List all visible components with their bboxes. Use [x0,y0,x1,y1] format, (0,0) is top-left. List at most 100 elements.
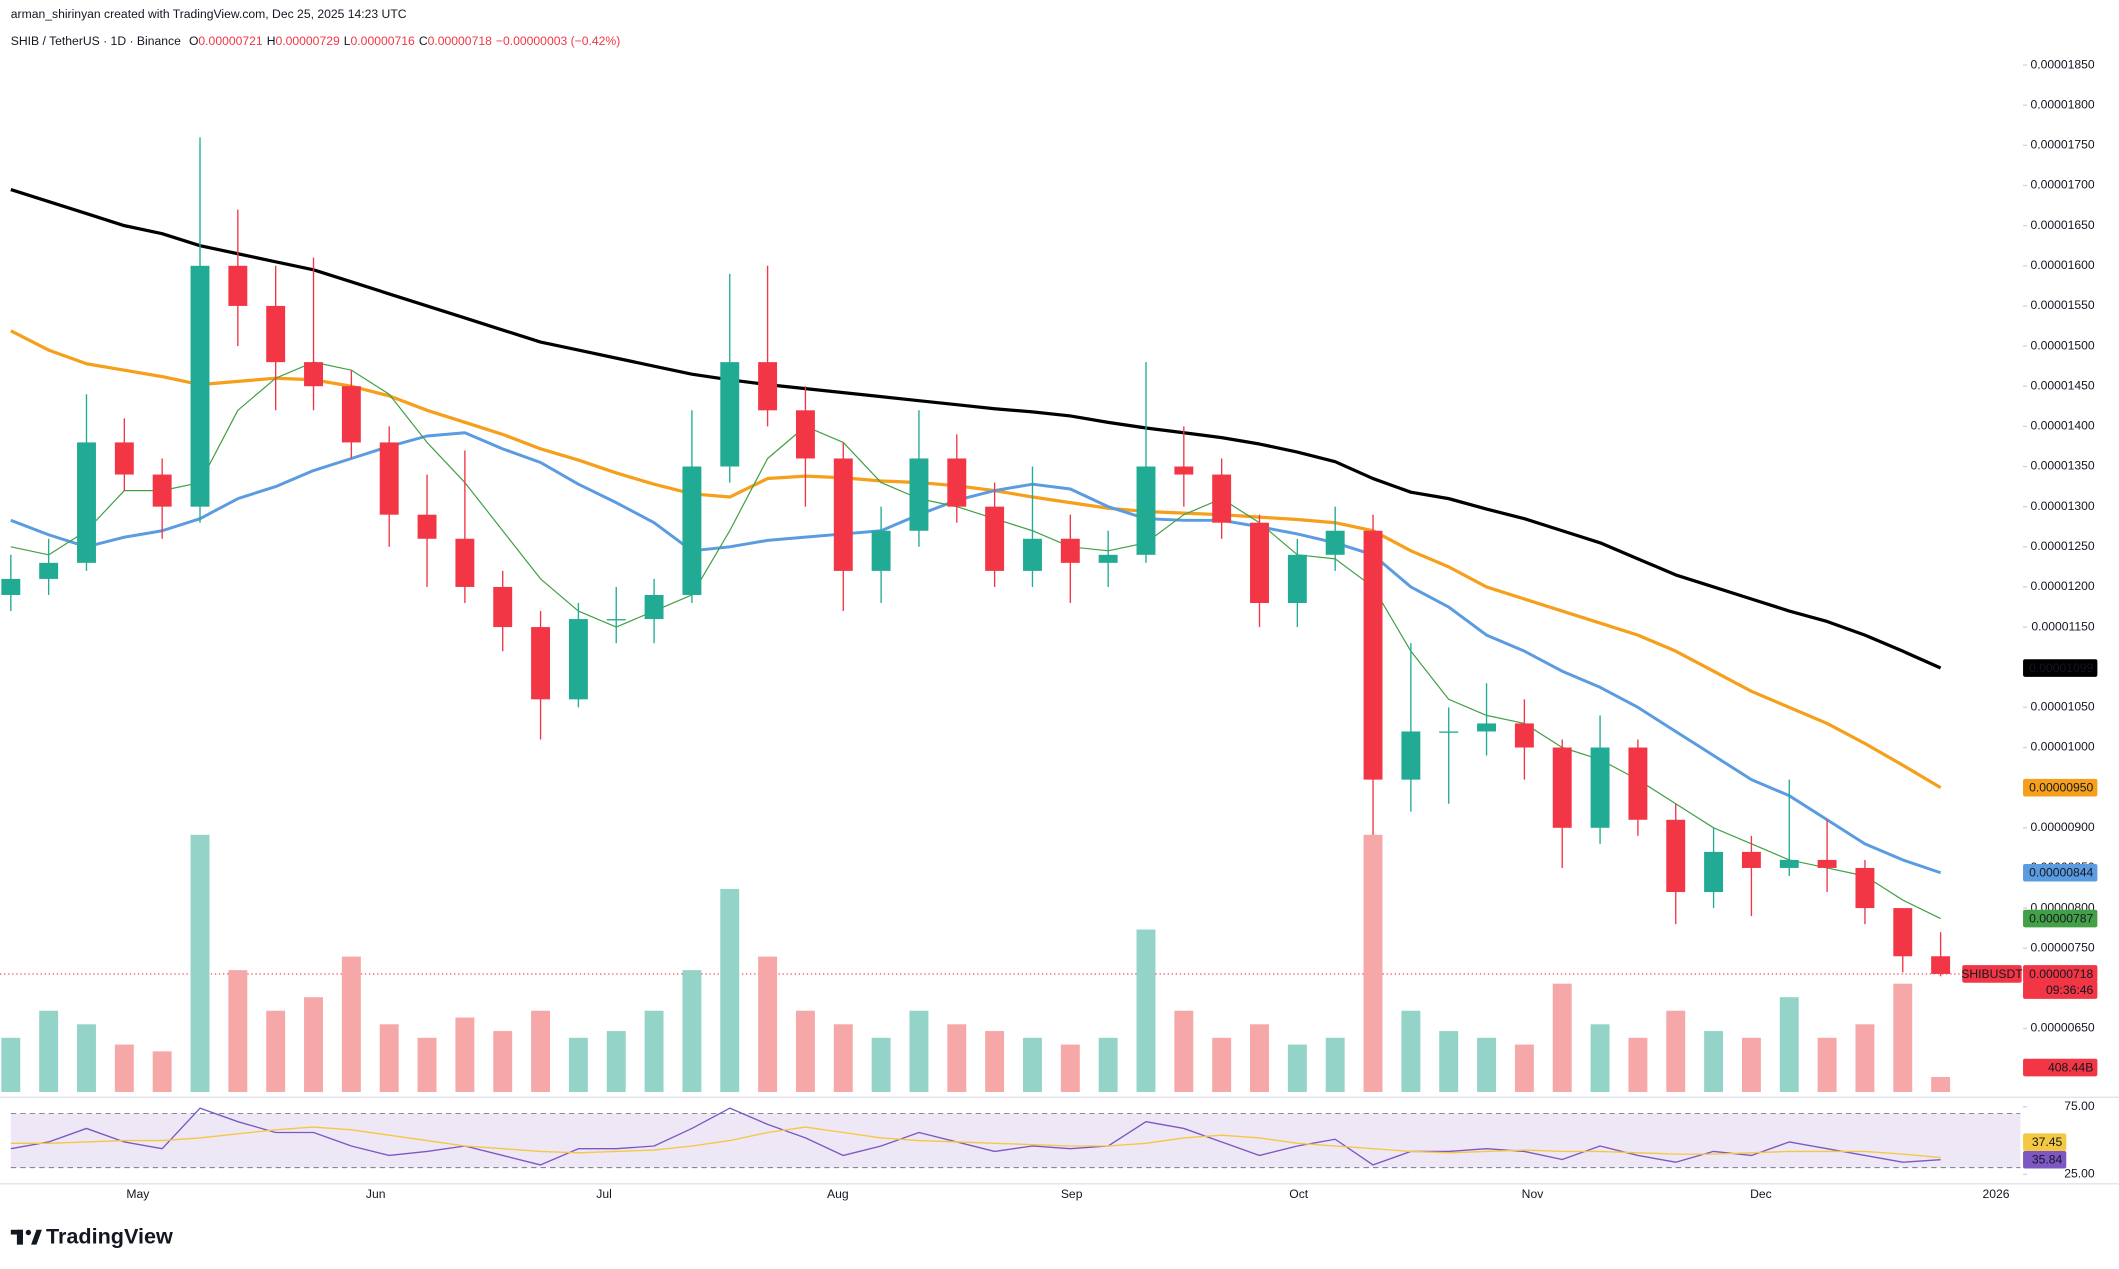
volume-label: 408.44B [2048,1060,2093,1074]
x-tick-label: Sep [1061,1187,1083,1201]
y-tick-label: 0.00000900 [2030,820,2094,834]
candle-body [1250,522,1269,603]
y-tick-label: 0.00001000 [2030,740,2094,754]
moving-average [10,361,1941,920]
volume-bar [1363,834,1383,1092]
candle-body [1817,859,1837,868]
y-tick-label: 0.00001050 [2030,700,2094,714]
candle-body [1439,731,1459,733]
volume-bar [1023,1037,1042,1092]
rsi-value-label-box [2023,1150,2067,1169]
volume-bar [644,1010,664,1092]
volume-bar [114,1044,134,1092]
last-value-label: 0.00000950 [2029,781,2093,795]
candle-body [1741,851,1761,868]
candle-body [1779,859,1799,868]
candle-body [1,578,21,595]
volume-bar [190,834,210,1092]
volume-bar [720,888,740,1092]
x-tick-label: Aug [827,1187,849,1201]
candle-body [682,466,702,595]
candle-body [379,442,399,515]
y-tick-label: 0.00001750 [2030,138,2094,152]
y-tick-label: 0.00000650 [2030,1021,2094,1035]
candle-body [1023,538,1042,571]
candle-body [493,586,513,628]
volume-bar [341,956,361,1092]
volume-bar [1741,1037,1761,1092]
y-tick-label: 0.00001800 [2030,97,2094,111]
rsi-line [10,1126,1941,1159]
candle-body [114,442,134,475]
candle-body [531,627,551,700]
volume-bar [871,1037,891,1092]
volume-bar [947,1024,967,1092]
created-note: arman_shirinyan created with TradingView… [11,7,407,21]
x-tick-label: 2026 [1982,1187,2009,1201]
candle-body [341,386,361,443]
y-tick-label: 0.00001400 [2030,419,2094,433]
volume-bar [1628,1037,1648,1092]
candle-body [266,305,286,363]
candle-body [190,265,210,507]
rsi-band [10,1113,2021,1168]
x-tick-label: May [126,1187,150,1201]
last-value-label-box [2023,909,2098,928]
x-tick-label: Nov [1522,1187,1545,1201]
candle-body [228,265,248,306]
y-tick-label: 25.00 [2064,1167,2095,1181]
volume-bar [493,1031,513,1092]
ohlc-key: O [189,34,198,48]
y-tick-label: 0.00001300 [2030,499,2094,513]
volume-bar [1704,1031,1724,1092]
candle-body [1174,466,1194,475]
volume-bar [909,1010,929,1092]
volume-bar [1514,1044,1534,1092]
candle-body [1212,474,1232,523]
candle-body [720,362,740,467]
symbol-line: SHIB / TetherUS · 1D · Binance O0.0000072… [11,34,620,48]
ohlc-value: 0.00000721 [198,34,262,48]
volume-bar [1666,1010,1686,1092]
volume-bar [1552,983,1572,1092]
rsi-value-label-box [2023,1133,2067,1151]
candle-body [985,506,1005,571]
volume-bar [1931,1077,1951,1092]
countdown-label: 09:36:46 [2046,983,2094,997]
candle-body [1325,530,1345,555]
candle-body [1590,747,1610,828]
change: −0.00000003 (−0.42%) [496,34,620,48]
candle-body [758,362,778,411]
ohlc-key: L [344,34,351,48]
volume-bar [1325,1037,1345,1092]
last-value-label-box [2023,659,2098,677]
candle-body [606,619,626,621]
logo-part [25,1229,32,1236]
y-tick-label: 0.00000750 [2030,940,2094,954]
candle-body [1401,731,1421,780]
candle-body [77,442,96,563]
y-tick-label: 0.00001850 [2030,57,2094,71]
volume-bar [228,970,248,1092]
volume-bar [1401,1010,1421,1092]
ohlc-value: 0.00000716 [351,34,415,48]
candle-body [833,458,853,571]
candle-body [304,362,323,387]
candle-body [1287,554,1307,603]
volume-bar [1893,983,1913,1092]
symbol-label: SHIBUSDT [1961,967,2023,981]
candle-body [1098,554,1118,563]
brand-name: TradingView [46,1224,173,1249]
volume-bar [1779,997,1799,1092]
y-tick-label: 0.00001150 [2031,619,2095,633]
candle-body [871,530,891,571]
candle-body [1552,747,1572,828]
y-tick-label: 0.00001350 [2030,459,2094,473]
candle-body [644,594,664,620]
volume-bar [985,1031,1005,1092]
volume-bar [39,1010,59,1092]
last-value-label-box [2023,863,2098,882]
x-tick-label: Oct [1289,1187,1309,1201]
candle-body [947,458,967,507]
